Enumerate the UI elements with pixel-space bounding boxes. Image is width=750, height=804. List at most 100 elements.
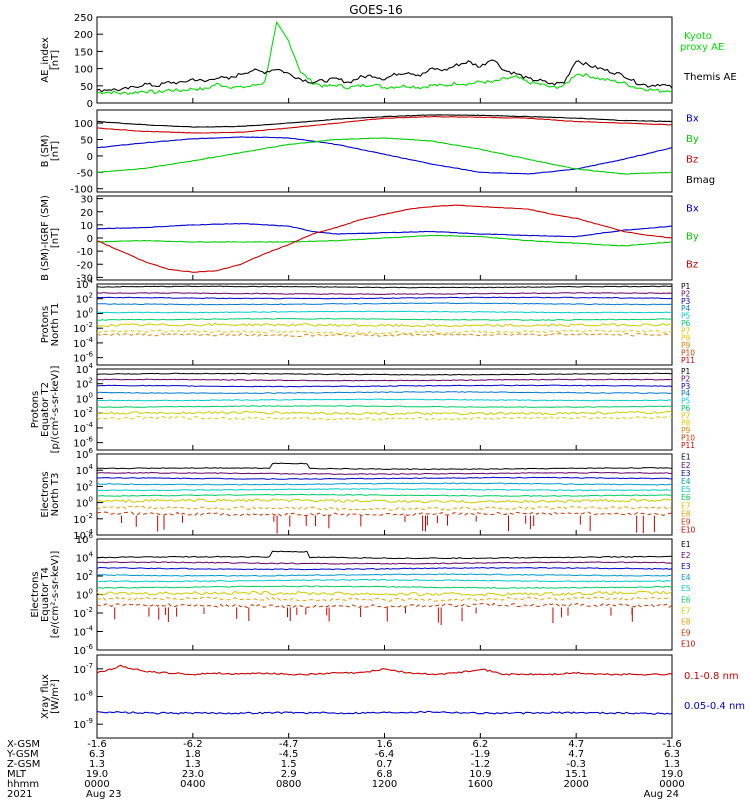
x-axis-value: 6.8	[377, 769, 393, 780]
x-axis-value: -0.3	[566, 759, 586, 770]
series-line-2	[97, 234, 673, 247]
x-axis-value: 4.7	[568, 739, 584, 750]
y-axis-label: B (SM)[nT]	[40, 134, 61, 167]
x-axis-value: -1.2	[471, 759, 491, 770]
x-axis-value: -6.4	[375, 749, 395, 760]
legend-label: E7	[681, 501, 691, 510]
x-axis-row-label: hhmm	[7, 779, 39, 790]
x-axis-value: 6.3	[89, 749, 105, 760]
series-line-1	[96, 20, 673, 96]
legend-label: Bx	[686, 113, 699, 124]
flux-line-8	[96, 415, 672, 421]
legend-label: E2	[681, 551, 691, 560]
panel-frame	[96, 453, 673, 536]
x-axis-value: 0.7	[377, 759, 393, 770]
x-axis-value: 4.7	[568, 749, 584, 760]
legend-label: Bx	[686, 203, 699, 214]
legend-label: Bz	[686, 259, 698, 270]
y-tick-label: 104	[76, 463, 94, 477]
panel-8: 10-7 10-8 10-9 Xray flux[W/m²] 0.1-0.8 nm 0.0…	[40, 654, 745, 739]
y-tick-label: 100	[74, 65, 93, 76]
y-tick-label: 104	[76, 362, 94, 376]
panel-1: 0 50 100 150 200 250 AE_index[nT] Kyoto proxy AE…	[40, 13, 737, 110]
flux-line-2	[96, 561, 673, 565]
series-line-2	[96, 59, 673, 93]
legend-label: P6	[681, 319, 691, 328]
panel-3: -30 -20 -10 0 10 20 30 B (SM)-IGRF (SM)[nT] Bx By…	[40, 195, 699, 285]
y-tick-label: -20	[77, 260, 93, 271]
legend-label: E8	[681, 617, 691, 626]
x-axis-value: 2000	[563, 779, 588, 790]
y-tick-label: -30	[77, 273, 93, 284]
legend-label: By	[686, 231, 699, 242]
legend-label: P6	[681, 404, 691, 413]
flux-line-2	[96, 471, 672, 475]
y-tick-label: 250	[74, 13, 93, 24]
legend-label: P8	[681, 419, 691, 428]
y-tick-label: 0	[87, 152, 93, 163]
y-tick-label: 200	[74, 30, 93, 41]
flux-line-9	[96, 332, 673, 338]
legend-label: P5	[681, 397, 691, 406]
flux-line-1	[97, 462, 673, 471]
flux-line-5	[96, 578, 673, 583]
flux-line-6	[96, 405, 673, 408]
y-axis-label: Xray flux[W/m²]	[40, 674, 61, 719]
legend-label: E10	[681, 640, 696, 649]
x-axis-value: 0800	[276, 779, 301, 790]
legend-label: P4	[681, 304, 691, 313]
y-tick-label: 100	[76, 496, 93, 510]
x-axis-value: 1.6	[377, 739, 393, 750]
legend-label: P1	[681, 367, 691, 376]
y-tick-label: 10-2	[73, 512, 93, 526]
flux-line-3	[96, 566, 673, 571]
y-tick-label: -10	[77, 247, 93, 258]
series-line-2	[96, 710, 673, 715]
flux-line-6	[97, 317, 673, 321]
legend-label: E10	[681, 526, 696, 535]
legend-label: 0.05-0.4 nm	[684, 701, 745, 712]
series-line-1	[96, 136, 673, 175]
panel-2: -100 -50 0 50 100 B (SM)[nT] Bx By Bz Bmag	[40, 109, 715, 196]
chart-title: GOES-16	[349, 3, 403, 17]
x-axis-value: 0400	[180, 779, 205, 790]
x-axis-row-label: Y-GSM	[6, 749, 39, 760]
legend-label: Kyoto proxy AE	[680, 31, 724, 53]
y-tick-label: 10-7	[73, 662, 93, 676]
y-axis-label: AE_index[nT]	[40, 37, 61, 83]
flux-line-5	[96, 488, 673, 492]
y-tick-label: 10-2	[73, 321, 93, 335]
x-axis-value: Aug 23	[86, 789, 121, 800]
y-tick-label: 50	[80, 82, 93, 93]
flux-line-9	[96, 511, 673, 517]
flux-line-8	[96, 596, 673, 602]
flux-line-7	[96, 498, 673, 504]
y-tick-label: 104	[76, 277, 94, 291]
x-axis-value: -4.5	[279, 749, 299, 760]
y-tick-label: 102	[76, 292, 93, 306]
x-axis-value: 19.0	[86, 769, 108, 780]
flux-line-7	[96, 590, 673, 597]
y-tick-label: 106	[76, 447, 94, 461]
y-tick-label: 10-4	[73, 421, 93, 435]
x-axis-value: 1600	[468, 779, 493, 790]
legend-label: P3	[681, 382, 691, 391]
legend-label: E9	[681, 629, 691, 638]
flux-line-6	[96, 493, 673, 497]
x-axis-value: 10.9	[469, 769, 491, 780]
y-tick-label: 30	[80, 195, 93, 206]
x-axis-value: 0000	[84, 779, 109, 790]
legend-label: Bz	[686, 154, 698, 165]
x-axis-value: 0000	[659, 779, 684, 790]
x-axis: X-GSMY-GSMZ-GSMMLThhmm2021-1.66.31.319.0…	[6, 739, 685, 800]
x-axis-value: Aug 24	[644, 789, 679, 800]
y-axis-label: ProtonsNorth T1	[40, 303, 61, 347]
series-line-3	[96, 204, 673, 273]
x-axis-value: -4.7	[279, 739, 299, 750]
x-axis-row-label: 2021	[7, 789, 32, 800]
y-tick-label: 10-9	[73, 717, 93, 731]
legend-label: E6	[681, 595, 691, 604]
